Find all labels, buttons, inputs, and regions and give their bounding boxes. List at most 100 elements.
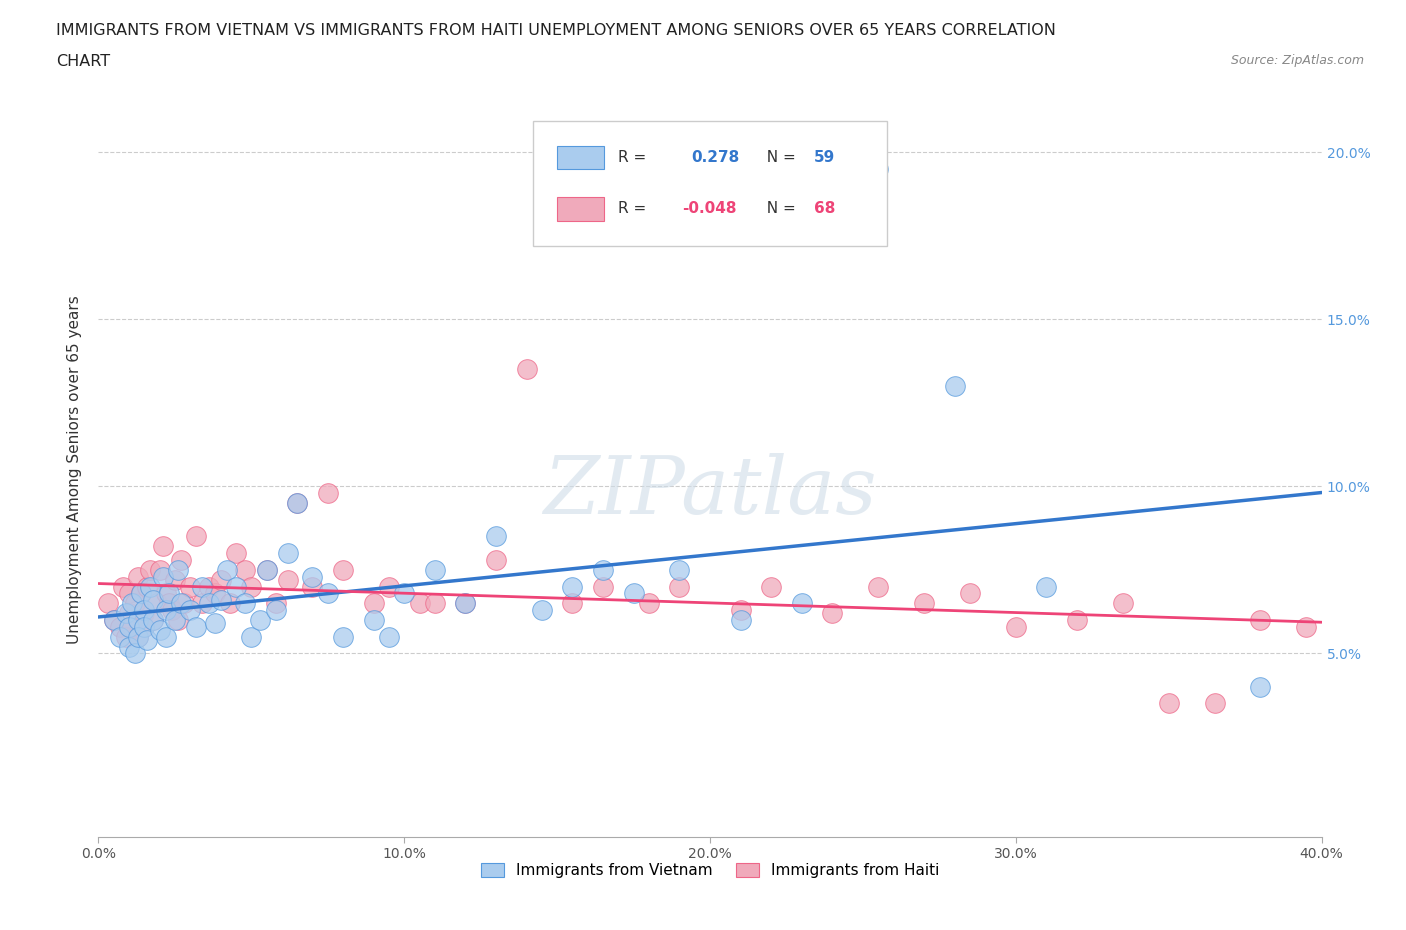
Immigrants from Vietnam xyxy=(301,569,323,584)
Text: R =: R = xyxy=(619,201,651,217)
Immigrants from Haiti xyxy=(316,485,339,500)
Immigrants from Haiti xyxy=(1004,619,1026,634)
FancyBboxPatch shape xyxy=(533,121,887,246)
Immigrants from Vietnam xyxy=(623,586,645,601)
Text: Source: ZipAtlas.com: Source: ZipAtlas.com xyxy=(1230,54,1364,67)
Immigrants from Vietnam xyxy=(392,586,416,601)
Immigrants from Vietnam xyxy=(142,592,165,607)
Immigrants from Vietnam xyxy=(152,569,174,584)
Text: 0.278: 0.278 xyxy=(692,150,740,165)
Immigrants from Haiti xyxy=(103,613,125,628)
Immigrants from Vietnam xyxy=(730,613,752,628)
Immigrants from Haiti xyxy=(139,563,162,578)
Immigrants from Vietnam xyxy=(149,622,172,637)
Immigrants from Haiti xyxy=(111,579,134,594)
Immigrants from Haiti xyxy=(285,496,308,511)
Text: N =: N = xyxy=(756,201,800,217)
Immigrants from Haiti xyxy=(186,529,208,544)
Immigrants from Vietnam xyxy=(118,639,141,654)
Immigrants from Haiti xyxy=(108,619,131,634)
Immigrants from Haiti xyxy=(637,596,661,611)
Immigrants from Haiti xyxy=(912,596,935,611)
Immigrants from Haiti xyxy=(485,552,508,567)
Bar xyxy=(557,197,603,220)
Immigrants from Vietnam xyxy=(561,579,583,594)
Immigrants from Haiti xyxy=(118,586,141,601)
Immigrants from Vietnam xyxy=(163,613,186,628)
Immigrants from Haiti xyxy=(759,579,782,594)
Immigrants from Vietnam xyxy=(167,563,190,578)
Immigrants from Vietnam xyxy=(592,563,614,578)
Immigrants from Haiti xyxy=(121,619,143,634)
Immigrants from Vietnam xyxy=(121,596,143,611)
Immigrants from Vietnam xyxy=(332,630,354,644)
Immigrants from Vietnam xyxy=(155,603,177,618)
Immigrants from Vietnam xyxy=(191,579,214,594)
Immigrants from Vietnam xyxy=(285,496,308,511)
Immigrants from Vietnam xyxy=(186,619,208,634)
Immigrants from Haiti xyxy=(97,596,120,611)
Immigrants from Vietnam xyxy=(277,546,299,561)
Immigrants from Haiti xyxy=(225,546,247,561)
Immigrants from Vietnam xyxy=(256,563,278,578)
Legend: Immigrants from Vietnam, Immigrants from Haiti: Immigrants from Vietnam, Immigrants from… xyxy=(475,857,945,884)
Immigrants from Haiti xyxy=(1249,613,1271,628)
Immigrants from Haiti xyxy=(129,586,152,601)
Immigrants from Vietnam xyxy=(155,630,177,644)
Immigrants from Vietnam xyxy=(209,592,232,607)
Immigrants from Vietnam xyxy=(668,563,690,578)
Immigrants from Haiti xyxy=(204,586,226,601)
Immigrants from Vietnam xyxy=(868,162,890,177)
Immigrants from Haiti xyxy=(592,579,614,594)
Immigrants from Haiti xyxy=(363,596,385,611)
Immigrants from Haiti xyxy=(145,596,167,611)
Immigrants from Vietnam xyxy=(316,586,339,601)
Immigrants from Vietnam xyxy=(485,529,508,544)
Immigrants from Haiti xyxy=(134,605,156,620)
Text: R =: R = xyxy=(619,150,657,165)
Immigrants from Haiti xyxy=(136,579,159,594)
Immigrants from Haiti xyxy=(142,613,165,628)
Immigrants from Haiti xyxy=(240,579,263,594)
Bar xyxy=(557,146,603,169)
Immigrants from Vietnam xyxy=(249,613,271,628)
Immigrants from Haiti xyxy=(332,563,354,578)
Immigrants from Haiti xyxy=(219,596,242,611)
Immigrants from Haiti xyxy=(160,603,183,618)
Immigrants from Haiti xyxy=(423,596,446,611)
Immigrants from Haiti xyxy=(233,563,256,578)
Immigrants from Vietnam xyxy=(215,563,238,578)
Immigrants from Haiti xyxy=(167,613,190,628)
Immigrants from Haiti xyxy=(115,630,138,644)
Immigrants from Haiti xyxy=(124,596,146,611)
Immigrants from Haiti xyxy=(730,603,752,618)
Immigrants from Vietnam xyxy=(363,613,385,628)
Immigrants from Vietnam xyxy=(139,579,162,594)
Immigrants from Vietnam xyxy=(240,630,263,644)
Immigrants from Vietnam xyxy=(204,616,226,631)
Text: -0.048: -0.048 xyxy=(682,201,737,217)
Immigrants from Vietnam xyxy=(197,596,219,611)
Immigrants from Vietnam xyxy=(103,613,125,628)
Immigrants from Haiti xyxy=(1295,619,1317,634)
Immigrants from Haiti xyxy=(179,579,201,594)
Immigrants from Haiti xyxy=(191,596,214,611)
Immigrants from Vietnam xyxy=(136,632,159,647)
Immigrants from Vietnam xyxy=(127,630,149,644)
Immigrants from Vietnam xyxy=(264,603,287,618)
Immigrants from Haiti xyxy=(256,563,278,578)
Immigrants from Vietnam xyxy=(454,596,477,611)
Immigrants from Haiti xyxy=(197,579,219,594)
Immigrants from Vietnam xyxy=(115,605,138,620)
Immigrants from Haiti xyxy=(173,596,195,611)
Immigrants from Haiti xyxy=(157,596,180,611)
Immigrants from Haiti xyxy=(277,573,299,588)
Immigrants from Haiti xyxy=(301,579,323,594)
Immigrants from Vietnam xyxy=(530,603,553,618)
Text: IMMIGRANTS FROM VIETNAM VS IMMIGRANTS FROM HAITI UNEMPLOYMENT AMONG SENIORS OVER: IMMIGRANTS FROM VIETNAM VS IMMIGRANTS FR… xyxy=(56,23,1056,38)
Immigrants from Vietnam xyxy=(179,603,201,618)
Immigrants from Haiti xyxy=(561,596,583,611)
Immigrants from Vietnam xyxy=(142,613,165,628)
Immigrants from Haiti xyxy=(454,596,477,611)
Immigrants from Vietnam xyxy=(378,630,401,644)
